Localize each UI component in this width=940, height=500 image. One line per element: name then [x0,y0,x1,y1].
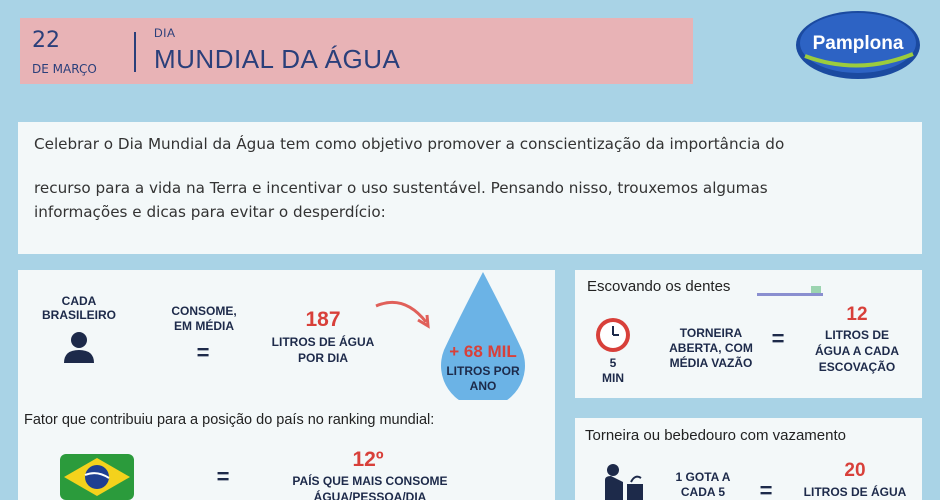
drop-rate-1: 1 GOTA A [675,470,731,484]
equals-sign-4: = [759,478,773,500]
date-day: 22 [32,28,60,53]
person-icon [62,330,96,364]
tap-label-1: TORNEIRA [679,326,743,340]
drop-label-2: ANO [469,379,497,393]
leak-panel: Torneira ou bebedouro com vazamento 1 GO… [575,418,922,500]
intro-text: Celebrar o Dia Mundial da Água tem como … [34,128,904,224]
header-banner: 22 DE MARÇO DIA MUNDIAL DA ÁGUA [20,18,693,84]
label-em-media: EM MÉDIA [174,319,234,333]
equals-sign-3: = [771,326,785,351]
brushing-liters-1: LITROS DE [824,328,889,342]
tap-label-3: MÉDIA VAZÃO [669,356,753,370]
drop-value: + 68 MIL [449,342,517,361]
rank-label-2: ÁGUA/PESSOA/DIA [313,490,427,500]
brushing-liters-3: ESCOVAÇÃO [818,360,896,374]
brushing-value: 12 [846,304,868,325]
brushing-panel: Escovando os dentes 5 MIN TORNEIRA ABERT… [575,270,922,398]
brushing-liters-2: ÁGUA A CADA [815,344,899,358]
intro-line-1: Celebrar o Dia Mundial da Água tem como … [34,135,785,153]
drop-rate-2: CADA 5 [680,485,726,499]
brushing-min-label: MIN [602,371,624,385]
title-small: DIA [154,26,176,40]
ranking-factor-text: Fator que contribuiu para a posição do p… [24,412,435,428]
brazil-flag-icon [60,454,134,500]
equals-sign-2: = [216,464,230,489]
rank-label-1: PAÍS QUE MAIS CONSOME [292,474,448,488]
pamplona-logo: Pamplona [795,10,921,80]
logo-text: Pamplona [813,33,904,54]
rank-value: 12º [352,448,384,471]
brushing-minutes: 5 [609,356,617,370]
drop-label-1: LITROS POR [446,364,520,378]
date-month: DE MARÇO [32,62,97,76]
liters-label-1: LITROS DE ÁGUA [271,335,375,349]
toothbrush-icon [755,284,827,298]
leak-liters-1: LITROS DE ÁGUA [803,485,907,499]
arrow-icon [374,296,432,330]
label-cada: CADA [61,294,97,308]
intro-line-2: recurso para a vida na Terra e incentiva… [34,179,768,197]
tap-label-2: ABERTA, COM [669,341,753,355]
label-consome: CONSOME, [171,304,237,318]
page-title: MUNDIAL DA ÁGUA [154,44,401,74]
water-drop-icon [428,270,538,408]
liters-value: 187 [305,308,341,331]
consumption-panel: CADA BRASILEIRO CONSOME, EM MÉDIA = 187 … [18,270,555,500]
equals-sign: = [196,340,210,365]
clock-icon [593,314,633,354]
label-brasileiro: BRASILEIRO [41,308,116,322]
intro-line-3: informações e dicas para evitar o desper… [34,203,386,221]
liters-label-2: POR DIA [297,351,348,365]
leak-title: Torneira ou bebedouro com vazamento [585,427,846,444]
brushing-title: Escovando os dentes [587,278,731,295]
drinking-fountain-icon [601,462,645,500]
intro-box: Celebrar o Dia Mundial da Água tem como … [18,122,922,254]
header-divider [134,32,136,72]
leak-value: 20 [844,460,866,481]
